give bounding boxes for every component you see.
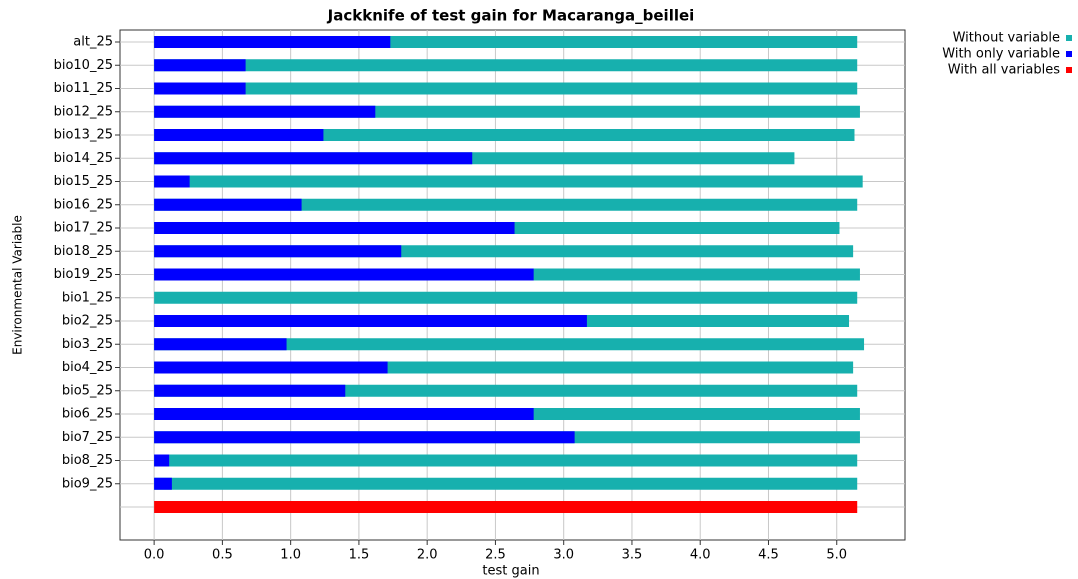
legend-label: With all variables	[948, 63, 1060, 78]
legend-label: With only variable	[942, 47, 1060, 62]
x-tick-label: 3.0	[553, 548, 574, 563]
bar	[154, 82, 246, 95]
x-tick-label: 5.0	[826, 548, 847, 563]
bar	[154, 198, 302, 211]
bar	[154, 361, 388, 374]
bar	[154, 431, 575, 444]
x-tick-label: 4.0	[690, 548, 711, 563]
y-tick-label: bio15_25	[54, 174, 113, 189]
x-tick-label: 0.0	[144, 548, 165, 563]
bar	[154, 291, 858, 304]
y-tick-label: bio6_25	[62, 407, 113, 422]
bar	[154, 36, 391, 48]
bar	[154, 245, 402, 258]
bar	[154, 338, 287, 351]
y-tick-label: bio7_25	[62, 430, 113, 445]
chart-title: Jackknife of test gain for Macaranga_bei…	[327, 7, 695, 25]
y-tick-label: bio5_25	[62, 383, 113, 398]
x-tick-label: 1.0	[280, 548, 301, 563]
bar	[154, 384, 346, 397]
y-tick-label: bio19_25	[54, 267, 113, 282]
x-tick-label: 2.5	[485, 548, 506, 563]
y-tick-label: bio11_25	[54, 81, 113, 96]
y-axis-label: Environmental Variable	[11, 215, 25, 355]
y-tick-label: bio1_25	[62, 290, 113, 305]
bar	[154, 454, 858, 467]
bar	[154, 129, 324, 141]
x-tick-label: 3.5	[622, 548, 643, 563]
x-tick-label: 0.5	[212, 548, 233, 563]
legend-label: Without variable	[953, 31, 1060, 46]
y-tick-label: bio3_25	[62, 337, 113, 352]
y-tick-label: bio2_25	[62, 314, 113, 329]
bar	[154, 477, 858, 490]
x-tick-label: 4.5	[758, 548, 779, 563]
y-tick-label: bio9_25	[62, 476, 113, 491]
bar	[154, 129, 855, 141]
bar	[154, 408, 534, 420]
y-tick-label: bio17_25	[54, 221, 113, 236]
bar	[154, 338, 865, 351]
bar	[154, 477, 172, 490]
bar	[154, 268, 534, 281]
bar	[154, 315, 587, 327]
bar	[154, 198, 858, 211]
legend-swatch	[1066, 35, 1072, 41]
bar	[154, 82, 858, 95]
bar	[154, 501, 858, 513]
x-tick-label: 2.0	[417, 548, 438, 563]
y-tick-label: bio12_25	[54, 104, 113, 119]
bar	[154, 454, 170, 467]
y-tick-label: alt_25	[73, 35, 113, 50]
y-tick-label: bio8_25	[62, 453, 113, 468]
x-tick-label: 1.5	[349, 548, 370, 563]
y-tick-label: bio13_25	[54, 128, 113, 143]
x-axis-label: test gain	[482, 564, 539, 579]
y-tick-label: bio4_25	[62, 360, 113, 375]
bar	[154, 222, 515, 234]
bar	[154, 105, 376, 118]
bar	[154, 59, 858, 72]
bar	[154, 152, 473, 165]
bar	[154, 59, 246, 72]
bar	[154, 175, 190, 188]
legend-swatch	[1066, 51, 1072, 57]
y-tick-label: bio16_25	[54, 197, 113, 212]
legend-swatch	[1066, 67, 1072, 73]
y-tick-label: bio14_25	[54, 151, 113, 166]
bar	[154, 175, 863, 188]
y-tick-label: bio18_25	[54, 244, 113, 259]
y-tick-label: bio10_25	[54, 58, 113, 73]
